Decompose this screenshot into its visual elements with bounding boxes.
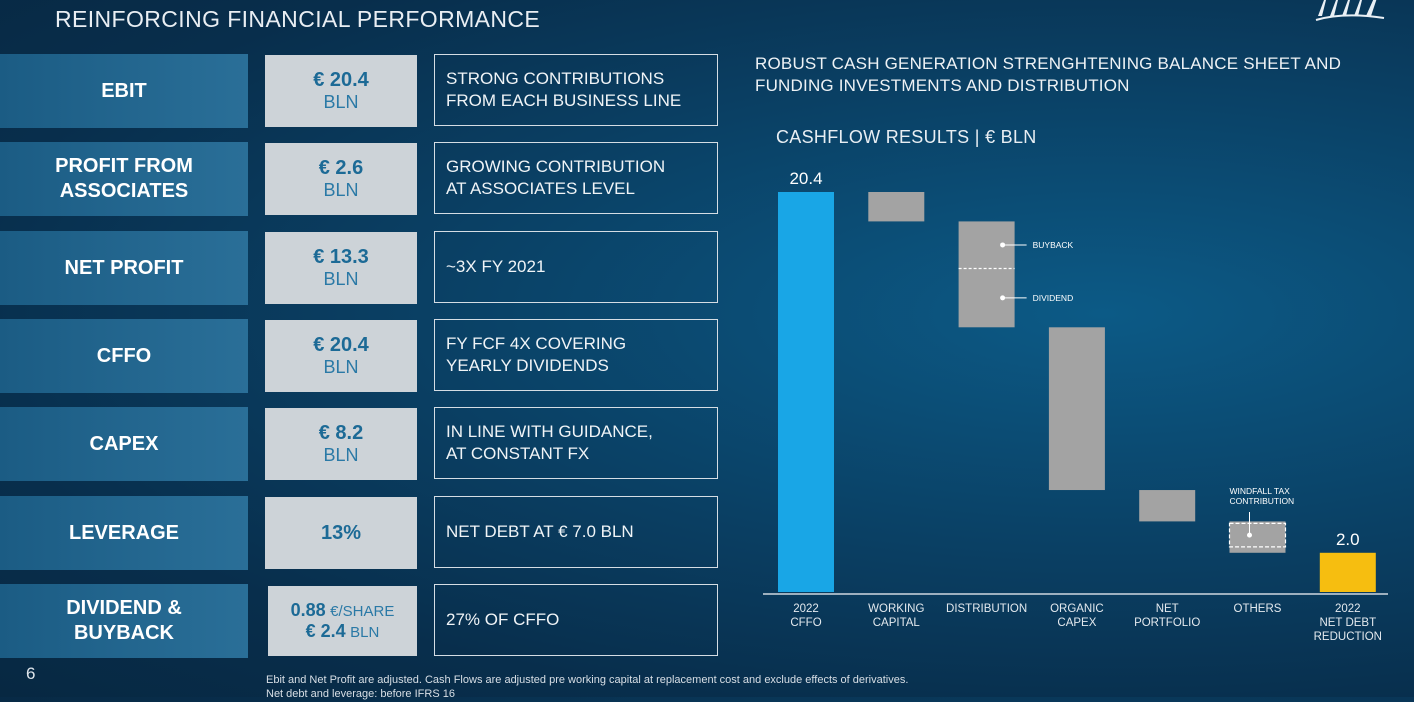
buyback-annotation: BUYBACK (1033, 240, 1074, 250)
kpi-description: ~3X FY 2021 (434, 231, 718, 303)
kpi-row-net-profit: NET PROFIT € 13.3 BLN ~3X FY 2021 (0, 231, 720, 305)
kpi-value: € 20.4 (313, 69, 369, 91)
windfall-tax-box (1228, 522, 1287, 548)
waterfall-bar (958, 221, 1015, 328)
kpi-description: STRONG CONTRIBUTIONS FROM EACH BUSINESS … (434, 54, 718, 126)
windfall-annotation: WINDFALL TAX (1230, 486, 1291, 496)
kpi-unit-secondary: BLN (350, 624, 380, 641)
kpi-label: DIVIDEND & BUYBACK (0, 584, 248, 658)
kpi-value-box: € 20.4 BLN (265, 55, 417, 127)
x-tick-label: 2022 (793, 603, 819, 615)
kpi-unit: BLN (323, 357, 359, 377)
kpi-unit: BLN (323, 92, 359, 112)
footnote: Ebit and Net Profit are adjusted. Cash F… (266, 674, 908, 702)
dividend-marker (1000, 295, 1006, 301)
chart-title: CASHFLOW RESULTS | € BLN (776, 127, 1037, 147)
waterfall-bar (1139, 490, 1196, 522)
kpi-description: GROWING CONTRIBUTION AT ASSOCIATES LEVEL (434, 142, 718, 214)
x-tick-label: CAPITAL (873, 617, 921, 629)
kpi-description: FY FCF 4X COVERING YEARLY DIVIDENDS (434, 319, 718, 391)
kpi-unit: €/SHARE (330, 603, 395, 620)
kpi-value-box: 0.88 €/SHARE € 2.4 BLN (268, 586, 417, 656)
kpi-value-box: € 8.2 BLN (265, 408, 417, 480)
kpi-value: € 20.4 (313, 334, 369, 356)
x-tick-label: DISTRIBUTION (946, 603, 1027, 615)
kpi-label: PROFIT FROM ASSOCIATES (0, 142, 248, 216)
kpi-value: € 13.3 (313, 246, 369, 268)
footnote-line: Ebit and Net Profit are adjusted. Cash F… (266, 674, 909, 686)
brand-logo-icon (1315, 0, 1385, 21)
kpi-row-capex: CAPEX € 8.2 BLN IN LINE WITH GUIDANCE, A… (0, 407, 720, 481)
buyback-marker (1000, 242, 1006, 248)
kpi-unit: BLN (323, 180, 359, 200)
waterfall-bar (1048, 327, 1105, 491)
kpi-unit: BLN (323, 445, 359, 465)
x-tick-label: NET DEBT (1319, 617, 1376, 629)
data-label: 20.4 (789, 169, 822, 188)
kpi-label: EBIT (0, 54, 248, 128)
kpi-row-leverage: LEVERAGE 13% NET DEBT AT € 7.0 BLN (0, 496, 720, 570)
x-tick-label: CAPEX (1057, 617, 1096, 629)
page-number: 6 (26, 664, 36, 683)
kpi-description: NET DEBT AT € 7.0 BLN (434, 496, 718, 568)
x-tick-label: PORTFOLIO (1134, 617, 1200, 629)
kpi-value-box: € 2.6 BLN (265, 143, 417, 215)
kpi-description: 27% OF CFFO (434, 584, 718, 656)
waterfall-bar (778, 192, 834, 592)
windfall-annotation: CONTRIBUTION (1230, 496, 1295, 506)
x-tick-label: OTHERS (1234, 603, 1282, 615)
waterfall-bar (1229, 521, 1286, 553)
kpi-label: LEVERAGE (0, 496, 248, 570)
footnote-line: Net debt and leverage: before IFRS 16 (266, 687, 455, 700)
kpi-unit: BLN (323, 269, 359, 289)
kpi-value: € 8.2 (318, 422, 364, 444)
kpi-value: € 2.6 (318, 157, 364, 179)
kpi-value-box: € 20.4 BLN (265, 320, 417, 392)
kpi-description: IN LINE WITH GUIDANCE, AT CONSTANT FX (434, 407, 718, 479)
kpi-value-box: € 13.3 BLN (265, 232, 417, 304)
kpi-row-cffo: CFFO € 20.4 BLN FY FCF 4X COVERING YEARL… (0, 319, 720, 393)
kpi-row-profit-from-associates: PROFIT FROM ASSOCIATES € 2.6 BLN GROWING… (0, 142, 720, 216)
kpi-value: 0.88 (290, 600, 326, 620)
kpi-row-ebit: EBIT € 20.4 BLN STRONG CONTRIBUTIONS FRO… (0, 54, 720, 128)
kpi-value: 13% (320, 521, 362, 544)
kpi-row-dividend-buyback: DIVIDEND & BUYBACK 0.88 €/SHARE € 2.4 BL… (0, 584, 720, 658)
x-tick-label: 2022 (1335, 603, 1361, 615)
kpi-label: CFFO (0, 319, 248, 393)
kpi-value-box: 13% (265, 497, 417, 569)
waterfall-bar (868, 192, 925, 222)
kpi-value-secondary: € 2.4 (305, 621, 346, 641)
x-tick-label: CFFO (790, 617, 821, 629)
x-tick-label: WORKING (868, 603, 924, 615)
x-tick-label: ORGANIC (1050, 603, 1104, 615)
waterfall-bar (1319, 552, 1376, 592)
dividend-annotation: DIVIDEND (1033, 293, 1074, 303)
x-tick-label: REDUCTION (1314, 631, 1382, 643)
page-title: REINFORCING FINANCIAL PERFORMANCE (55, 6, 541, 32)
section-title: ROBUST CASH GENERATION STRENGHTENING BAL… (755, 54, 1342, 96)
x-tick-label: NET (1156, 603, 1179, 615)
kpi-label: NET PROFIT (0, 231, 248, 305)
kpi-label: CAPEX (0, 407, 248, 481)
data-label: 2.0 (1336, 530, 1360, 549)
